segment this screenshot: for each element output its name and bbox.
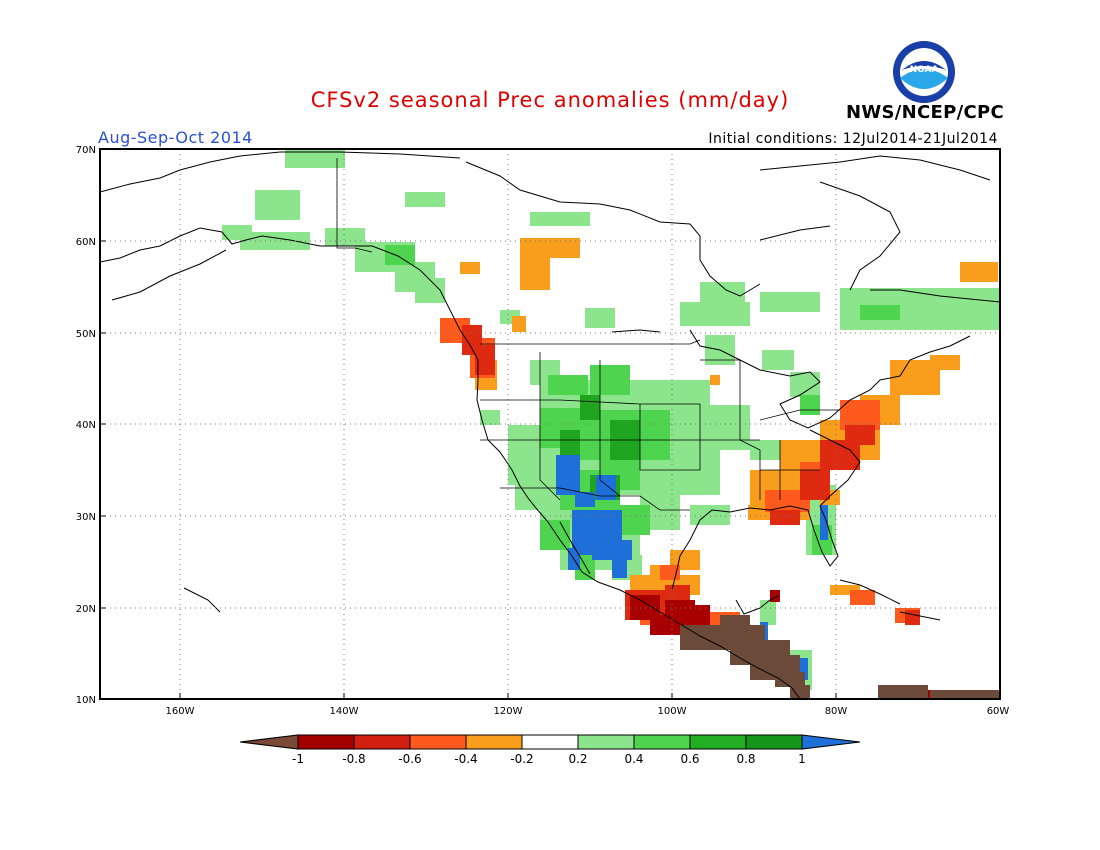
lat-label: 20N xyxy=(76,604,96,615)
colorbar-label: -0.2 xyxy=(510,752,533,766)
map-title: CFSv2 seasonal Prec anomalies (mm/day) xyxy=(310,88,790,112)
colorbar-swatch xyxy=(577,734,635,750)
colorbar-label: 0.2 xyxy=(568,752,587,766)
lat-label: 30N xyxy=(76,512,96,523)
lat-label: 10N xyxy=(76,695,96,706)
logo-text: NOAA xyxy=(910,65,939,75)
colorbar-swatch xyxy=(297,734,355,750)
colorbar-label: 1 xyxy=(798,752,806,766)
colorbar-left-arrow xyxy=(239,734,299,750)
brown-anomalies xyxy=(680,615,1000,699)
colorbar-label: -0.4 xyxy=(454,752,477,766)
noaa-logo: NOAA xyxy=(892,40,956,104)
lon-label: 120W xyxy=(494,706,523,717)
colorbar-label: -0.6 xyxy=(398,752,421,766)
political-boundaries xyxy=(336,158,840,511)
colorbar-swatch xyxy=(521,734,579,750)
lat-label: 60N xyxy=(76,237,96,248)
longitude-labels: 160W 140W 120W 100W 80W 60W xyxy=(166,706,1010,717)
lon-label: 80W xyxy=(825,706,848,717)
initial-conditions: Initial conditions: 12Jul2014-21Jul2014 xyxy=(708,131,998,147)
agency-label: NWS/NCEP/CPC xyxy=(846,102,1005,123)
lon-label: 140W xyxy=(330,706,359,717)
colorbar-swatch xyxy=(465,734,523,750)
colorbar-swatch xyxy=(745,734,803,750)
colorbar-label: 0.6 xyxy=(680,752,699,766)
lat-label: 40N xyxy=(76,420,96,431)
anomaly-field xyxy=(100,149,1000,699)
colorbar-swatch xyxy=(633,734,691,750)
lat-label: 50N xyxy=(76,329,96,340)
colorbar: -1 -0.8 -0.6 -0.4 -0.2 0.2 0.4 0.6 0.8 1 xyxy=(239,734,861,766)
coastlines xyxy=(100,151,1000,699)
axis-ticks xyxy=(100,148,837,699)
latitude-labels: 70N 60N 50N 40N 30N 20N 10N xyxy=(76,145,96,706)
lon-label: 60W xyxy=(987,706,1010,717)
colorbar-swatch xyxy=(689,734,747,750)
lon-label: 100W xyxy=(658,706,687,717)
colorbar-swatch xyxy=(409,734,467,750)
colorbar-label: -0.8 xyxy=(342,752,365,766)
lat-label: 70N xyxy=(76,145,96,156)
colorbar-swatch xyxy=(353,734,411,750)
colorbar-right-arrow xyxy=(801,734,861,750)
colorbar-label: 0.4 xyxy=(624,752,643,766)
forecast-period: Aug-Sep-Oct 2014 xyxy=(98,128,253,147)
graticule xyxy=(100,149,1000,699)
lon-label: 160W xyxy=(166,706,195,717)
colorbar-label: -1 xyxy=(292,752,304,766)
colorbar-label: 0.8 xyxy=(736,752,755,766)
